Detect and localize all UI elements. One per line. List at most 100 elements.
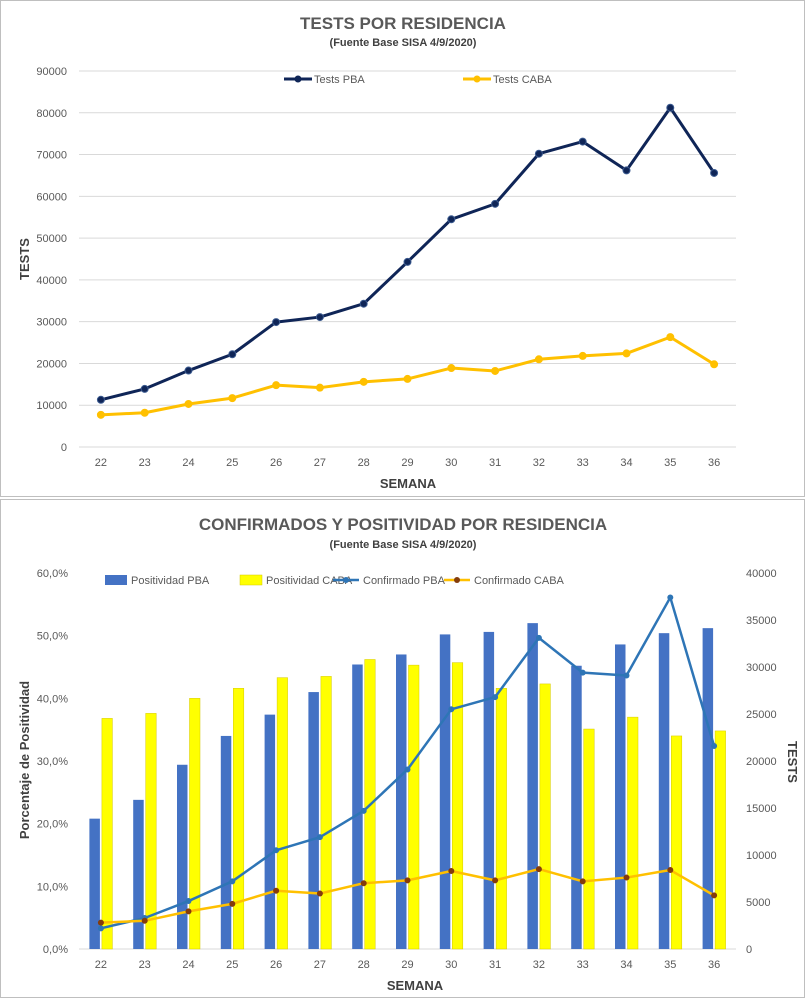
data-point [273, 887, 280, 894]
bar-positividad-pba [220, 735, 232, 949]
data-point [140, 384, 149, 393]
data-point [447, 215, 456, 224]
legend-marker [294, 75, 302, 83]
y-right-tick-label: 30000 [746, 662, 777, 674]
y-right-tick-label: 40000 [746, 568, 777, 580]
x-tick-label: 22 [95, 959, 107, 971]
y-left-tick-label: 20,0% [37, 819, 68, 831]
data-point [710, 168, 719, 177]
bar-positividad-caba [189, 698, 201, 950]
data-point [535, 866, 542, 873]
y-tick-label: 40000 [36, 275, 67, 287]
data-point [667, 594, 674, 601]
data-point [667, 867, 674, 874]
x-tick-label: 35 [664, 959, 676, 971]
bar-positividad-pba [264, 714, 276, 949]
bar-positividad-pba [702, 628, 714, 949]
data-point [229, 900, 236, 907]
bar-positividad-caba [539, 683, 551, 950]
data-point [403, 257, 412, 266]
bar-positividad-caba [495, 688, 507, 950]
data-point [578, 351, 587, 360]
x-tick-label: 31 [489, 457, 501, 469]
x-tick-label: 26 [270, 959, 282, 971]
data-point [96, 395, 105, 404]
legend-label: Positividad CABA [266, 575, 353, 587]
bar-positividad-pba [396, 654, 407, 949]
data-point [97, 925, 104, 932]
x-tick-label: 36 [708, 457, 720, 469]
y-tick-label: 20000 [36, 358, 67, 370]
chart-subtitle: (Fuente Base SISA 4/9/2020) [330, 539, 477, 551]
x-tick-label: 29 [401, 959, 413, 971]
y-left-axis-title: Porcentaje de Positividad [17, 681, 32, 839]
legend-swatch [239, 574, 263, 586]
legend-label: Confirmado CABA [474, 575, 565, 587]
tests-chart-panel: TESTS POR RESIDENCIA (Fuente Base SISA 4/… [0, 0, 805, 497]
y-right-axis-title: TESTS [785, 741, 800, 783]
legend-marker [473, 75, 481, 83]
data-point [273, 847, 280, 854]
data-point [534, 149, 543, 158]
y-right-tick-label: 15000 [746, 803, 777, 815]
chart-subtitle: (Fuente Base SISA 4/9/2020) [330, 37, 477, 49]
data-point [228, 394, 237, 403]
x-tick-label: 31 [489, 959, 501, 971]
data-point [448, 867, 455, 874]
data-point [623, 672, 630, 679]
x-tick-label: 28 [358, 959, 370, 971]
bar-positividad-caba [408, 664, 420, 950]
legend-label: Confirmado PBA [363, 575, 446, 587]
y-left-tick-label: 30,0% [37, 756, 68, 768]
y-tick-label: 50000 [36, 233, 67, 245]
y-left-tick-label: 0,0% [43, 944, 68, 956]
bar-positividad-pba [308, 692, 319, 949]
x-tick-label: 25 [226, 457, 238, 469]
bar-positividad-caba [452, 662, 464, 950]
confirmados-chart-panel: CONFIRMADOS Y POSITIVIDAD POR RESIDENCIA… [0, 499, 805, 998]
data-point [491, 366, 500, 375]
bar-positividad-caba [671, 735, 683, 950]
legend-label: Positividad PBA [131, 575, 210, 587]
y-tick-label: 0 [61, 442, 67, 454]
data-point [622, 166, 631, 175]
bar-positividad-caba [320, 676, 332, 950]
data-point [623, 874, 630, 881]
data-point [359, 299, 368, 308]
y-right-tick-label: 0 [746, 944, 752, 956]
bar-positividad-caba [714, 730, 726, 950]
data-point [184, 399, 193, 408]
data-point [492, 877, 499, 884]
data-point [448, 706, 455, 713]
data-point [315, 313, 324, 322]
y-right-tick-label: 20000 [746, 756, 777, 768]
data-point [360, 807, 367, 814]
data-point [710, 360, 719, 369]
y-right-tick-label: 10000 [746, 850, 777, 862]
data-point [359, 377, 368, 386]
x-tick-label: 27 [314, 457, 326, 469]
data-point [491, 199, 500, 208]
x-tick-label: 25 [226, 959, 238, 971]
x-tick-label: 36 [708, 959, 720, 971]
y-left-tick-label: 10,0% [37, 881, 68, 893]
x-tick-label: 33 [577, 959, 589, 971]
data-point [272, 381, 281, 390]
x-tick-label: 22 [95, 457, 107, 469]
positividad-combo-chart: CONFIRMADOS Y POSITIVIDAD POR RESIDENCIA… [17, 515, 800, 993]
y-right-tick-label: 35000 [746, 615, 777, 627]
x-tick-label: 23 [139, 457, 151, 469]
data-point [404, 877, 411, 884]
x-tick-label: 24 [182, 959, 194, 971]
data-point [622, 349, 631, 358]
bar-positividad-pba [89, 818, 100, 949]
x-tick-label: 27 [314, 959, 326, 971]
bar-positividad-pba [483, 631, 495, 949]
y-right-tick-label: 5000 [746, 897, 770, 909]
data-point [404, 766, 411, 773]
data-point [140, 408, 149, 417]
data-point [228, 350, 237, 359]
data-point [711, 742, 718, 749]
data-point [185, 898, 192, 905]
data-point [316, 890, 323, 897]
